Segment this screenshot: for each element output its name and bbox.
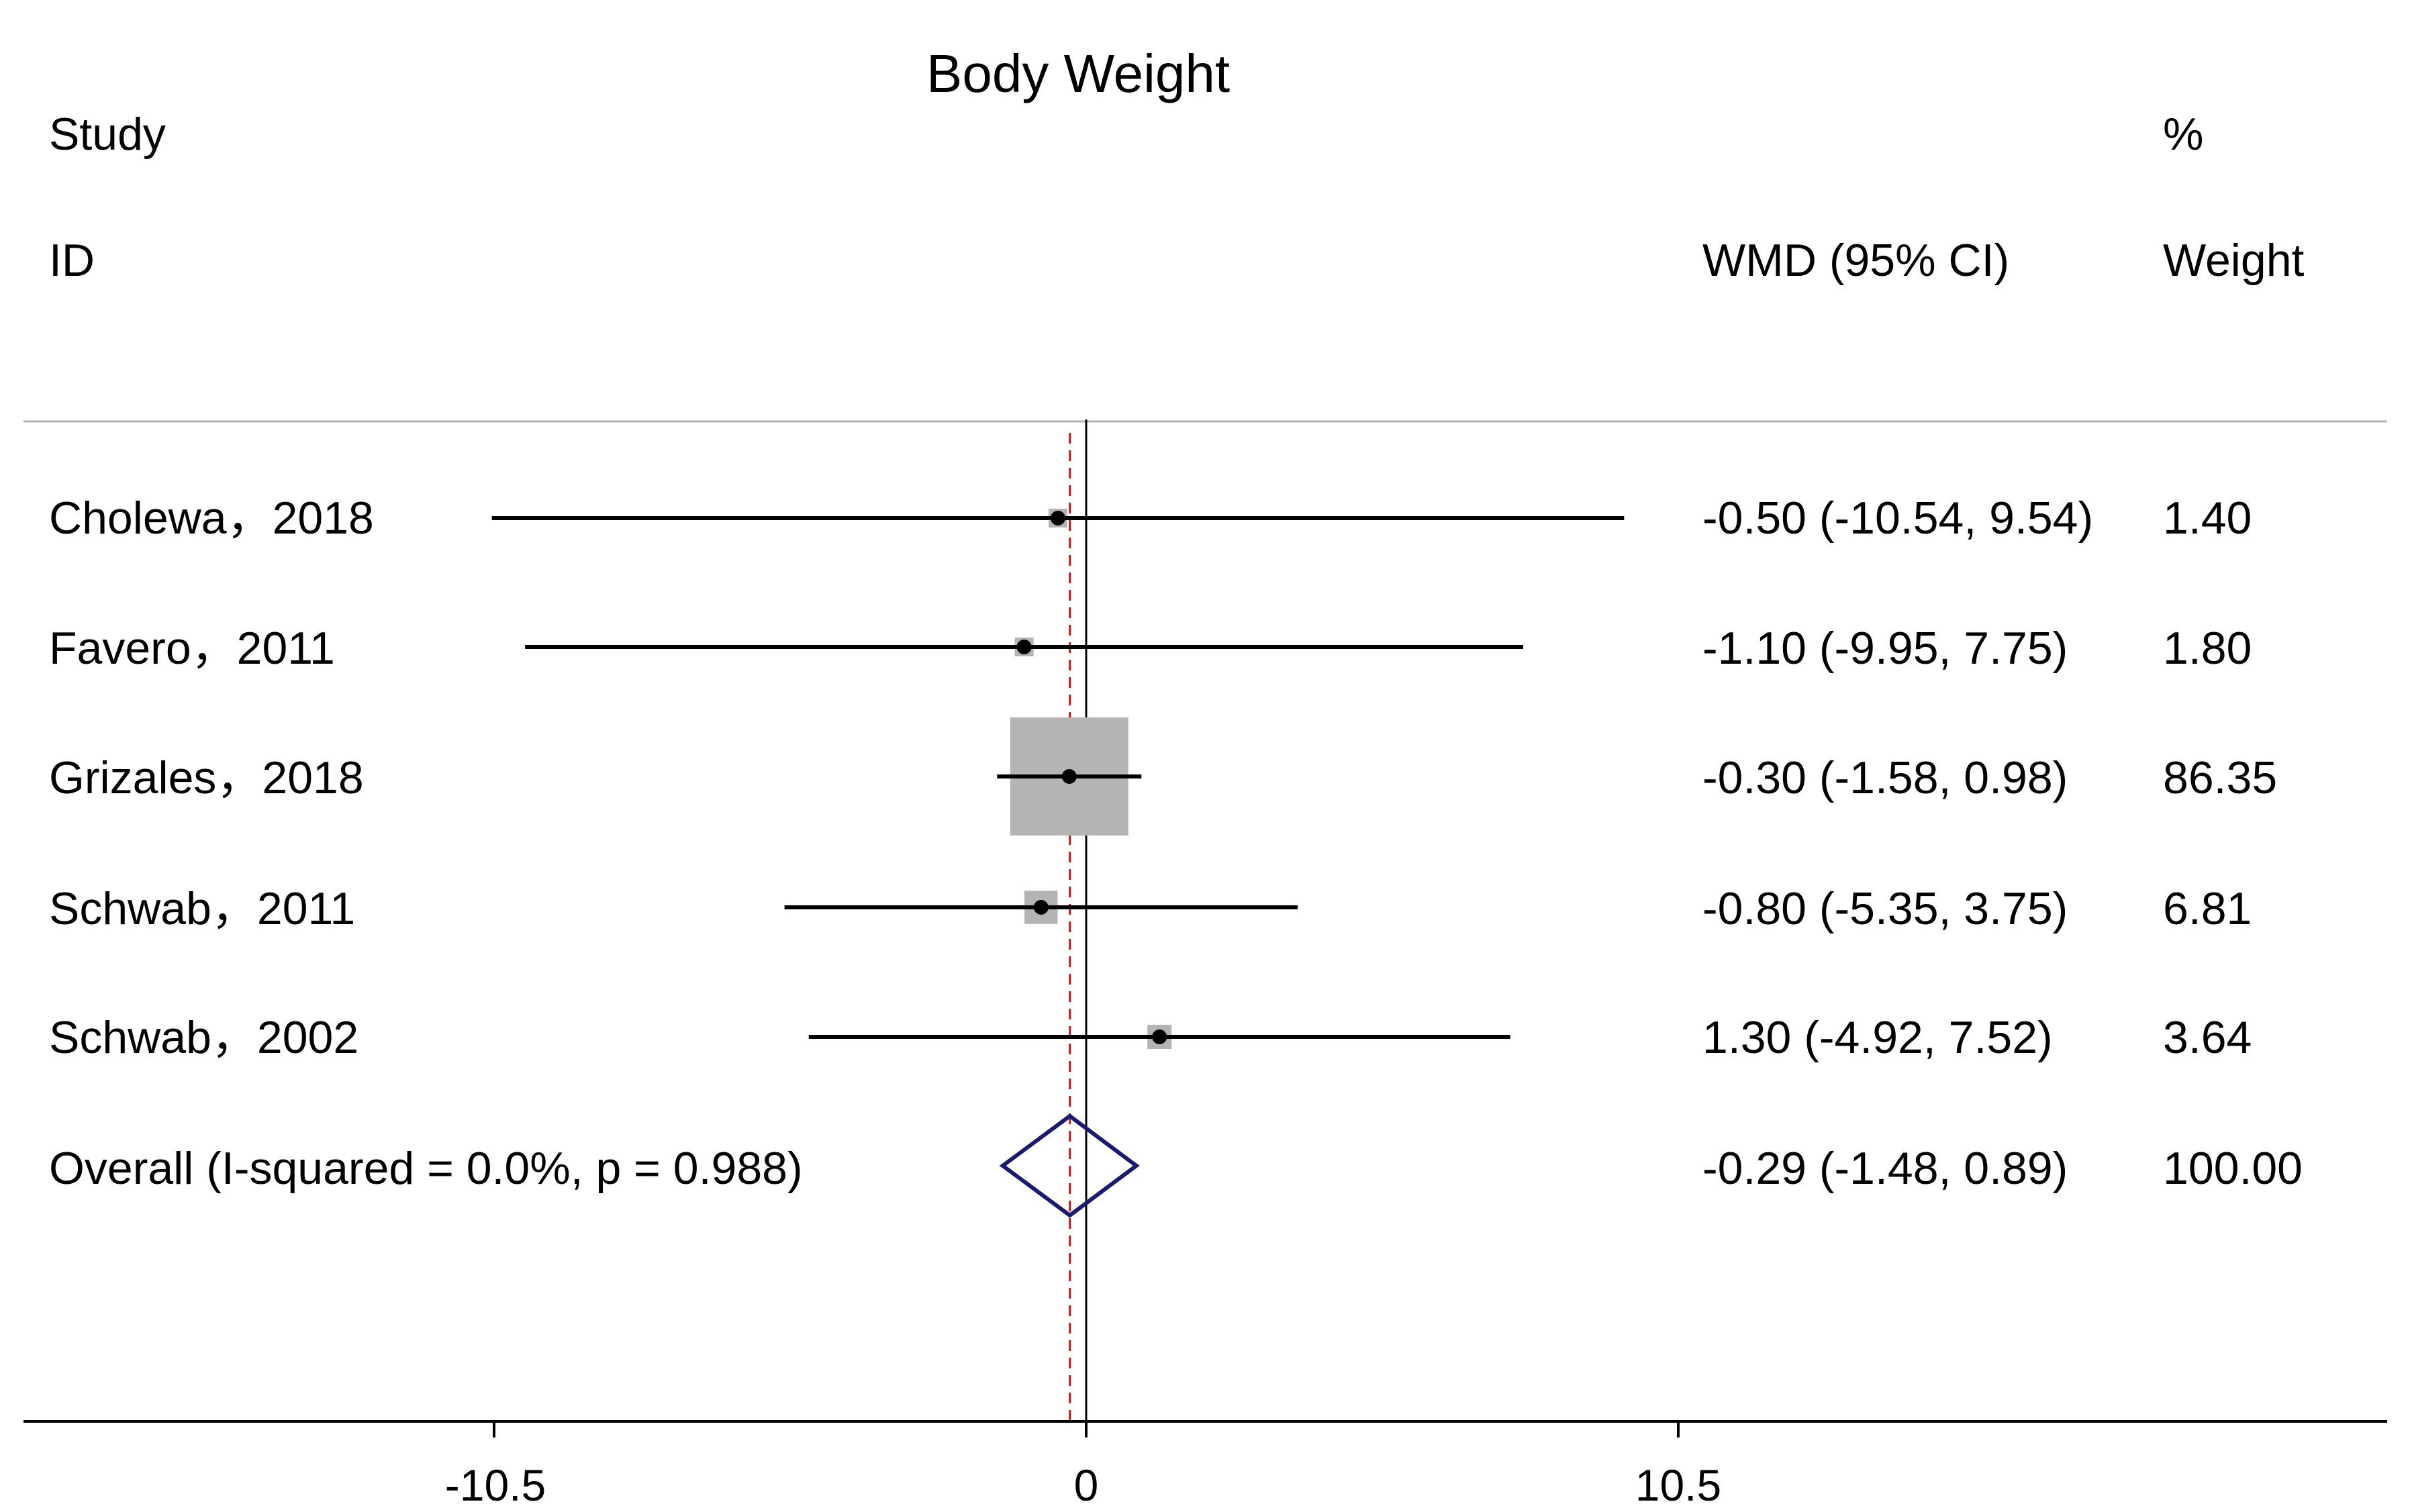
study-weight: 1.40 xyxy=(2163,493,2252,544)
overall-label: Overall (I-squared = 0.0%, p = 0.988) xyxy=(49,1143,803,1194)
point-estimate xyxy=(1061,769,1077,784)
study-ci-text: -0.50 (-10.54, 9.54) xyxy=(1702,493,2094,544)
point-estimate xyxy=(1033,900,1049,915)
point-estimate xyxy=(1152,1029,1167,1044)
study-ci-text: -0.80 (-5.35, 3.75) xyxy=(1702,883,2068,934)
header-id: ID xyxy=(49,235,95,286)
study-label: Schwab，2002 xyxy=(49,1012,359,1063)
header-study: Study xyxy=(49,109,166,160)
study-weight: 1.80 xyxy=(2163,623,2252,674)
header-effect: WMD (95% CI) xyxy=(1702,235,2010,286)
header-weight: Weight xyxy=(2163,235,2305,286)
x-tick-label: -10.5 xyxy=(444,1460,546,1510)
study-weight: 3.64 xyxy=(2163,1012,2252,1063)
study-ci-text: -0.30 (-1.58, 0.98) xyxy=(1702,752,2068,803)
chart-title: Body Weight xyxy=(926,44,1231,103)
study-ci-text: 1.30 (-4.92, 7.52) xyxy=(1702,1012,2053,1063)
x-tick-label: 10.5 xyxy=(1635,1460,1722,1510)
point-estimate xyxy=(1051,511,1065,525)
study-weight: 6.81 xyxy=(2163,883,2252,934)
x-tick-label: 0 xyxy=(1073,1460,1099,1510)
overall-ci-text: -0.29 (-1.48, 0.89) xyxy=(1702,1143,2068,1194)
study-weight: 86.35 xyxy=(2163,752,2278,803)
header-percent: % xyxy=(2163,109,2204,160)
point-estimate xyxy=(1016,640,1032,654)
study-ci-text: -1.10 (-9.95, 7.75) xyxy=(1702,623,2068,674)
study-label: Grizales，2018 xyxy=(49,752,364,803)
overall-weight: 100.00 xyxy=(2163,1143,2303,1194)
study-label: Cholewa，2018 xyxy=(49,493,374,544)
study-label: Schwab，2011 xyxy=(49,883,356,934)
overall-diamond xyxy=(999,1113,1140,1218)
study-label: Favero，2011 xyxy=(49,623,335,674)
